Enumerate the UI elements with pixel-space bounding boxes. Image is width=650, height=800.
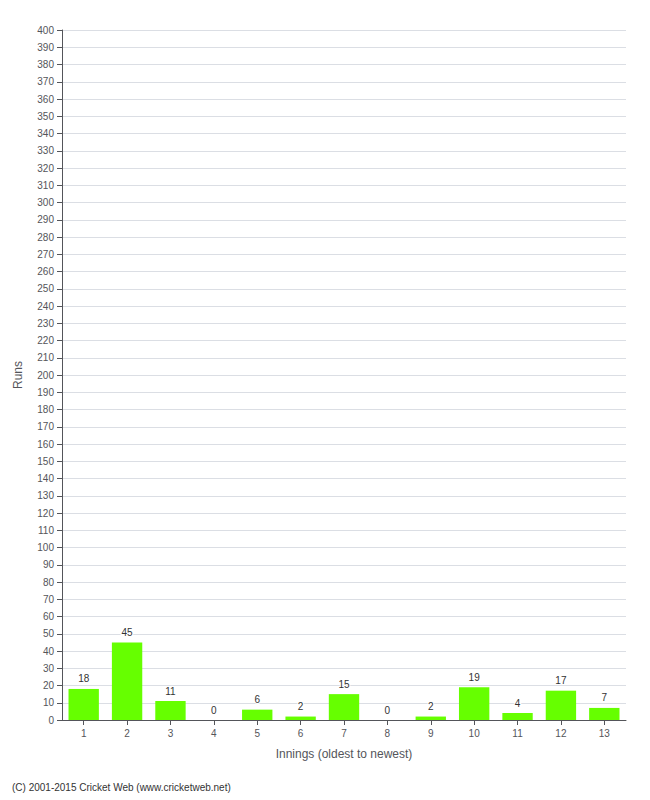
svg-text:80: 80 bbox=[43, 577, 55, 588]
svg-text:6: 6 bbox=[298, 728, 304, 739]
svg-text:11: 11 bbox=[165, 686, 176, 697]
svg-text:70: 70 bbox=[43, 594, 55, 605]
svg-text:8: 8 bbox=[385, 728, 391, 739]
svg-text:(C) 2001-2015 Cricket Web (www: (C) 2001-2015 Cricket Web (www.cricketwe… bbox=[12, 782, 231, 793]
svg-text:240: 240 bbox=[37, 301, 54, 312]
svg-text:160: 160 bbox=[37, 439, 54, 450]
svg-text:2: 2 bbox=[298, 701, 304, 712]
svg-text:180: 180 bbox=[37, 404, 54, 415]
svg-text:260: 260 bbox=[37, 266, 54, 277]
svg-text:220: 220 bbox=[37, 335, 54, 346]
svg-text:300: 300 bbox=[37, 197, 54, 208]
svg-text:140: 140 bbox=[37, 473, 54, 484]
svg-text:130: 130 bbox=[37, 490, 54, 501]
svg-text:10: 10 bbox=[469, 728, 481, 739]
svg-text:4: 4 bbox=[515, 698, 521, 709]
svg-text:120: 120 bbox=[37, 508, 54, 519]
svg-text:2: 2 bbox=[428, 701, 434, 712]
svg-text:2: 2 bbox=[124, 728, 130, 739]
svg-text:0: 0 bbox=[385, 705, 391, 716]
svg-text:170: 170 bbox=[37, 421, 54, 432]
svg-text:50: 50 bbox=[43, 628, 55, 639]
svg-text:Innings (oldest to newest): Innings (oldest to newest) bbox=[276, 747, 413, 761]
svg-text:340: 340 bbox=[37, 128, 54, 139]
svg-text:Runs: Runs bbox=[11, 361, 25, 389]
svg-text:390: 390 bbox=[37, 42, 54, 53]
svg-text:360: 360 bbox=[37, 94, 54, 105]
svg-text:290: 290 bbox=[37, 214, 54, 225]
svg-text:20: 20 bbox=[43, 680, 55, 691]
svg-text:110: 110 bbox=[38, 525, 54, 536]
svg-text:330: 330 bbox=[37, 145, 54, 156]
svg-text:210: 210 bbox=[37, 352, 54, 363]
svg-text:19: 19 bbox=[469, 672, 481, 683]
svg-text:1: 1 bbox=[81, 728, 87, 739]
svg-text:4: 4 bbox=[211, 728, 217, 739]
svg-text:270: 270 bbox=[37, 249, 54, 260]
svg-text:280: 280 bbox=[37, 232, 54, 243]
svg-text:15: 15 bbox=[338, 679, 350, 690]
svg-text:230: 230 bbox=[37, 318, 54, 329]
svg-text:7: 7 bbox=[341, 728, 347, 739]
svg-text:17: 17 bbox=[555, 675, 567, 686]
svg-text:0: 0 bbox=[48, 715, 54, 726]
svg-text:10: 10 bbox=[43, 697, 55, 708]
svg-text:150: 150 bbox=[37, 456, 54, 467]
svg-text:60: 60 bbox=[43, 611, 55, 622]
svg-text:6: 6 bbox=[254, 694, 260, 705]
svg-text:90: 90 bbox=[43, 559, 55, 570]
svg-text:40: 40 bbox=[43, 646, 55, 657]
svg-text:3: 3 bbox=[168, 728, 174, 739]
svg-text:45: 45 bbox=[122, 627, 134, 638]
svg-text:100: 100 bbox=[37, 542, 54, 553]
svg-text:310: 310 bbox=[37, 180, 54, 191]
svg-text:200: 200 bbox=[37, 370, 54, 381]
svg-text:250: 250 bbox=[37, 283, 54, 294]
svg-text:350: 350 bbox=[37, 111, 54, 122]
svg-text:11: 11 bbox=[512, 728, 523, 739]
svg-text:190: 190 bbox=[37, 387, 54, 398]
svg-text:400: 400 bbox=[37, 25, 54, 36]
svg-text:320: 320 bbox=[37, 163, 54, 174]
svg-text:18: 18 bbox=[78, 673, 90, 684]
svg-text:0: 0 bbox=[211, 705, 217, 716]
svg-text:9: 9 bbox=[428, 728, 434, 739]
svg-text:13: 13 bbox=[599, 728, 611, 739]
svg-text:12: 12 bbox=[555, 728, 567, 739]
svg-text:30: 30 bbox=[43, 663, 55, 674]
svg-text:5: 5 bbox=[254, 728, 260, 739]
svg-text:370: 370 bbox=[37, 76, 54, 87]
svg-text:7: 7 bbox=[602, 692, 608, 703]
svg-text:380: 380 bbox=[37, 59, 54, 70]
